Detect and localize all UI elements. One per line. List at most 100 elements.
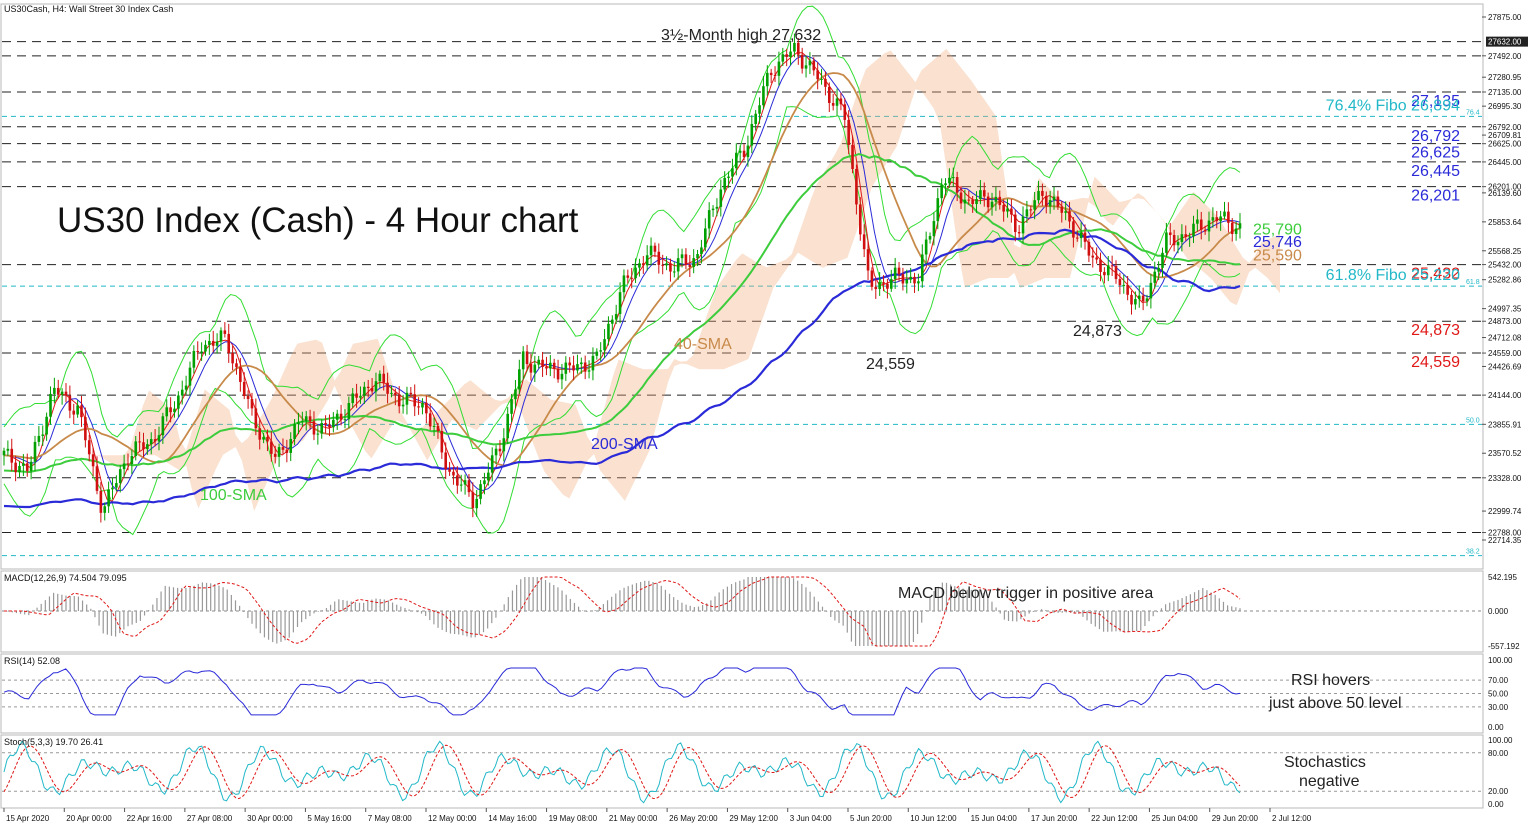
candle-body (1215, 217, 1219, 222)
level-label: 24,559 (1411, 354, 1460, 371)
candle-body (448, 469, 451, 472)
candle-body (1083, 232, 1087, 242)
time-label: 22 Apr 16:00 (127, 814, 173, 823)
candle-body (1137, 295, 1141, 300)
candle-body (1168, 232, 1172, 236)
candle-body (53, 387, 56, 394)
candle-body (1002, 205, 1005, 212)
candle-body (483, 480, 486, 485)
candle-body (727, 176, 730, 178)
candle-body (273, 453, 277, 457)
stoch-main-line (3, 740, 1241, 804)
candle-body (746, 145, 750, 158)
axis-label: 23855.91 (1488, 420, 1522, 429)
horizontal-levels: 76.4 61.8 50.0 38.2 (2, 41, 1482, 557)
candle-body (366, 386, 370, 389)
candle-body (951, 177, 955, 179)
symbol-header: US30Cash, H4: Wall Street 30 Index Cash (4, 4, 173, 14)
candle-body (68, 395, 72, 411)
time-label: 15 Apr 2020 (6, 814, 50, 823)
candle-body (200, 351, 203, 353)
sma100-line (3, 153, 1241, 474)
candle-body (1126, 284, 1129, 295)
candle-body (971, 199, 974, 205)
time-label: 10 Jun 12:00 (910, 814, 957, 823)
candle-body (928, 236, 932, 240)
candle-body (111, 487, 114, 490)
axis-label: 24144.00 (1488, 391, 1522, 400)
candle-body (1196, 219, 1199, 224)
candle-body (777, 61, 781, 76)
candle-body (684, 254, 688, 265)
candle-body (549, 362, 552, 369)
rsi-axis-label: 0.00 (1488, 723, 1504, 732)
candle-body (490, 455, 494, 473)
candle-body (595, 351, 599, 356)
month-high-annotation: 3½-Month high 27,632 (661, 27, 821, 44)
candle-body (835, 98, 839, 106)
time-axis: 15 Apr 2020 20 Apr 00:00 22 Apr 16:00 27 Ap… (3, 808, 1312, 823)
candle-body (405, 392, 409, 405)
candle-body (204, 344, 207, 352)
candle-body (824, 78, 827, 87)
chart-title: US30 Index (Cash) - 4 Hour chart (57, 201, 579, 240)
axis-label: 24997.35 (1488, 305, 1522, 314)
candle-body (126, 463, 130, 465)
candle-body (665, 263, 668, 266)
candle-body (874, 286, 878, 290)
candle-body (1021, 216, 1025, 234)
candle-body (1079, 232, 1083, 239)
candle-body (84, 417, 87, 441)
axis-label: 27135.00 (1488, 88, 1522, 97)
candle-body (603, 339, 606, 351)
candle-body (758, 105, 761, 114)
candle-body (944, 183, 947, 186)
candle-body (10, 448, 14, 463)
candle-body (242, 381, 246, 396)
fibo-tag: 61.8 (1466, 279, 1480, 286)
axis-label: 25853.64 (1488, 218, 1522, 227)
candle-body (715, 206, 719, 209)
axis-label: 26445.00 (1488, 158, 1522, 167)
candle-body (827, 86, 831, 104)
candle-body (211, 340, 215, 346)
candle-body (1227, 211, 1230, 223)
candle-body (580, 362, 583, 365)
candle-body (262, 437, 265, 440)
candle-body (471, 492, 475, 509)
candle-body (452, 471, 455, 476)
candle-body (700, 247, 703, 255)
candle-body (785, 54, 788, 57)
candle-body (1044, 195, 1048, 207)
candle-body (2, 450, 6, 456)
candle-body (936, 198, 940, 222)
level-label: 61.8% Fibo 25,220 (1326, 267, 1460, 284)
candle-body (878, 282, 881, 290)
candle-body (1091, 255, 1095, 258)
candle-body (591, 355, 595, 371)
candle-body (76, 405, 79, 415)
time-label: 12 May 00:00 (428, 814, 477, 823)
candle-body (277, 447, 281, 457)
level-label: 26,445 (1411, 163, 1460, 180)
candle-body (413, 394, 417, 407)
candle-body (630, 277, 633, 279)
candle-body (676, 258, 680, 272)
bollinger-lower-line (3, 106, 1241, 536)
candle-body (308, 416, 312, 422)
stoch-panel-frame (0, 734, 1484, 809)
fibo-tag: 76.4 (1466, 109, 1480, 116)
candle-body (467, 480, 471, 493)
candle-body (963, 199, 967, 204)
axis-label: 24559.00 (1488, 349, 1522, 358)
candle-body (394, 392, 397, 396)
candle-body (347, 403, 351, 420)
candle-body (1153, 271, 1157, 283)
candle-body (986, 196, 990, 208)
candle-body (649, 245, 653, 256)
candle-body (130, 455, 134, 465)
macd-axis-label: -557.192 (1488, 642, 1520, 651)
candle-body (1099, 259, 1102, 272)
